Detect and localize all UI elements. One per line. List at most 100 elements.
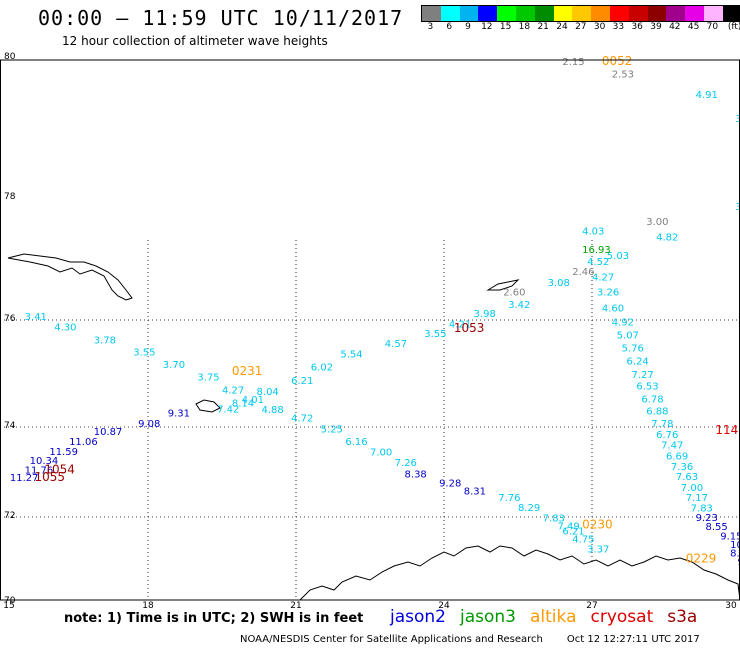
swh-value: 4.82 bbox=[656, 233, 678, 244]
footnote: note: 1) Time is in UTC; 2) SWH is in fe… bbox=[64, 611, 364, 626]
satellite-s3a: s3a bbox=[667, 607, 698, 627]
swh-value: 3.41 bbox=[735, 114, 740, 125]
satellite-altika: altika bbox=[530, 607, 577, 627]
longitude-label: 24 bbox=[438, 601, 450, 611]
legend-label: 33 bbox=[612, 22, 625, 32]
color-legend bbox=[421, 5, 740, 22]
swh-value: 11.27 bbox=[10, 473, 39, 484]
legend-label: 3 bbox=[427, 22, 434, 32]
longitude-label: 15 bbox=[3, 601, 15, 611]
swh-value: 5.03 bbox=[607, 251, 629, 262]
page-subtitle: 12 hour collection of altimeter wave hei… bbox=[62, 34, 328, 48]
swh-value: 6.88 bbox=[646, 407, 668, 418]
legend-label: 12 bbox=[481, 22, 493, 32]
swh-value: 6.16 bbox=[345, 437, 367, 448]
legend-swatch bbox=[534, 6, 554, 21]
swh-value: 5.25 bbox=[321, 424, 343, 435]
swh-value: 6.02 bbox=[311, 362, 333, 373]
hopen-coast bbox=[486, 279, 520, 291]
legend-swatch bbox=[553, 6, 573, 21]
swh-value: 4.03 bbox=[582, 227, 604, 238]
swh-value: 3.41 bbox=[25, 312, 47, 323]
swh-value: 7.26 bbox=[395, 458, 417, 469]
swh-value: 8.31 bbox=[464, 487, 486, 498]
pass-time: 0231 bbox=[232, 364, 263, 378]
swh-value: 9.08 bbox=[138, 419, 160, 430]
coastline bbox=[7, 253, 740, 601]
pass-time: 0052 bbox=[602, 54, 633, 68]
swh-value: 8.38 bbox=[405, 469, 427, 480]
legend-swatch bbox=[478, 6, 498, 21]
swh-value: 8.55 bbox=[705, 522, 727, 533]
swh-value: 6.21 bbox=[291, 376, 313, 387]
latitude-label: 78 bbox=[4, 192, 16, 202]
swh-value: 4.27 bbox=[222, 385, 244, 396]
latitude-label: 80 bbox=[4, 52, 16, 62]
legend-unit: (ft) bbox=[727, 22, 740, 32]
legend-swatch bbox=[628, 6, 648, 21]
swh-value: 3.08 bbox=[548, 278, 570, 289]
swh-value: 7.76 bbox=[498, 493, 520, 504]
swh-value: 6.76 bbox=[656, 430, 678, 441]
swh-value: 4.21 bbox=[449, 319, 471, 330]
satellite-jason3: jason3 bbox=[460, 607, 516, 627]
swh-value: 7.83 bbox=[543, 514, 565, 525]
swh-values: 3.414.303.783.553.703.754.278.147.428.04… bbox=[10, 57, 740, 568]
map-grid bbox=[0, 240, 740, 600]
swh-value: 4.60 bbox=[602, 303, 624, 314]
pass-time: 0230 bbox=[582, 518, 613, 532]
swh-value: 4.27 bbox=[592, 272, 614, 283]
swh-value: 2.46 bbox=[572, 267, 594, 278]
swh-value: 4.72 bbox=[291, 414, 313, 425]
legend-swatch bbox=[666, 6, 686, 21]
legend-swatch bbox=[647, 6, 667, 21]
swh-value: 6.78 bbox=[641, 394, 663, 405]
swh-value: 7.78 bbox=[651, 419, 673, 430]
swh-value: 3.88 bbox=[735, 202, 740, 213]
swh-value: 5.54 bbox=[340, 349, 362, 360]
legend-swatch bbox=[722, 6, 740, 21]
swh-value: 8.04 bbox=[257, 387, 279, 398]
swh-value: 7.49 bbox=[557, 521, 579, 532]
swh-value: 11.59 bbox=[49, 447, 78, 458]
page-title: 00:00 – 11:59 UTC 10/11/2017 bbox=[38, 6, 404, 30]
swh-value: 6.53 bbox=[636, 382, 658, 393]
swh-value: 4.91 bbox=[696, 90, 718, 101]
swh-value: 4.30 bbox=[54, 323, 76, 334]
swh-value: 8.29 bbox=[518, 503, 540, 514]
swh-value: 7.42 bbox=[217, 405, 239, 416]
swh-value: 9.28 bbox=[439, 478, 461, 489]
swh-value: 4.88 bbox=[261, 405, 283, 416]
norway-coast bbox=[298, 545, 740, 601]
swh-value: 6.69 bbox=[666, 451, 688, 462]
swh-value: 3.00 bbox=[646, 217, 668, 228]
swh-value: 3.26 bbox=[597, 288, 619, 299]
swh-value: 7.83 bbox=[691, 504, 713, 515]
swh-value: 11.06 bbox=[69, 437, 98, 448]
legend-label: 39 bbox=[650, 22, 662, 32]
longitude-label: 18 bbox=[142, 601, 154, 611]
swh-value: 9.72 bbox=[738, 557, 740, 568]
legend-label: 6 bbox=[446, 22, 453, 32]
svalbard-coast bbox=[7, 253, 133, 301]
swh-value: 4.75 bbox=[572, 535, 594, 546]
legend-swatch bbox=[459, 6, 479, 21]
swh-value: 3.78 bbox=[94, 336, 116, 347]
swh-value: 9.15 bbox=[720, 531, 740, 542]
legend-swatch bbox=[609, 6, 629, 21]
satellite-cryosat: cryosat bbox=[590, 607, 654, 627]
pass-time: 1054 bbox=[44, 462, 75, 476]
satellite-legend: jason2 jason3 altika cryosat s3a bbox=[390, 607, 711, 627]
swh-value: 9.31 bbox=[168, 408, 190, 419]
swh-value: 3.37 bbox=[587, 544, 609, 555]
swh-value: 10.34 bbox=[30, 456, 59, 467]
legend-swatch bbox=[497, 6, 516, 21]
legend-label: 24 bbox=[556, 22, 568, 32]
swh-value: 2.53 bbox=[612, 69, 634, 80]
swh-value: 3.55 bbox=[133, 347, 155, 358]
swh-value: 2.15 bbox=[562, 57, 584, 68]
swh-value: 3.55 bbox=[424, 329, 446, 340]
pass-time: 0229 bbox=[686, 552, 717, 566]
